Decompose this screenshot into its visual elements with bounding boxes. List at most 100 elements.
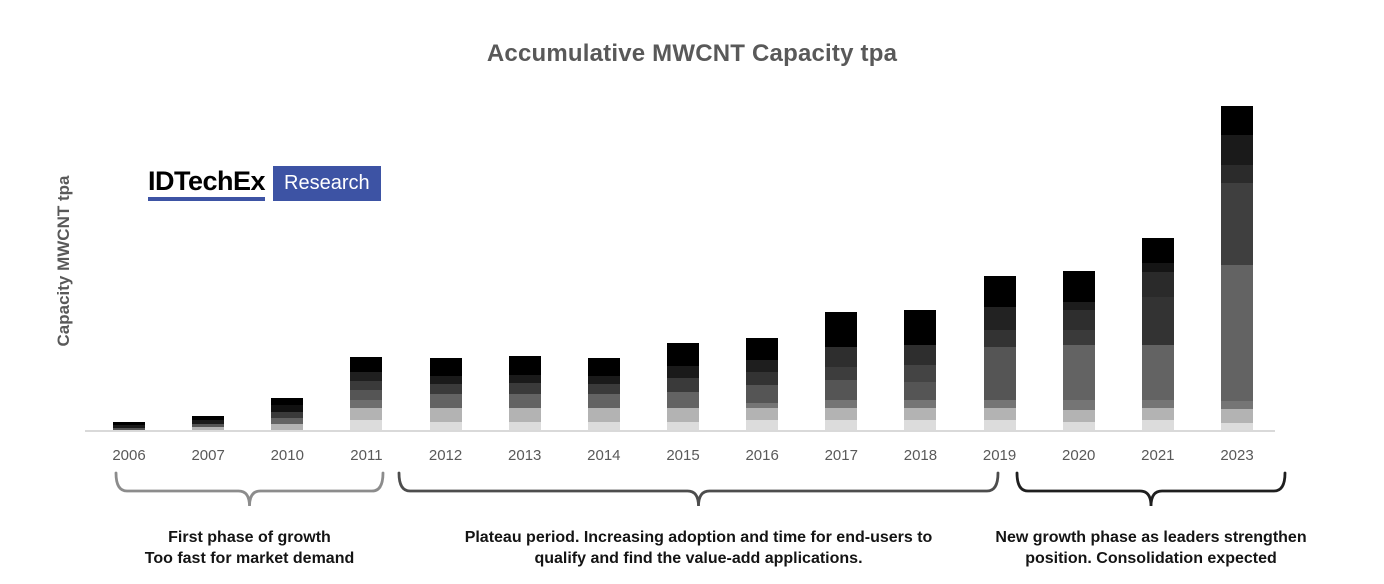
phase-annotation-line1: Plateau period. Increasing adoption and …: [464, 529, 933, 546]
bar-segment: [587, 358, 620, 376]
bar-segment: [350, 408, 383, 420]
bar-segment: [1062, 310, 1095, 330]
bar-segment: [429, 376, 462, 384]
bar-segment: [113, 428, 145, 430]
x-axis-line: [85, 430, 1275, 432]
x-axis-label-2015: 2015: [666, 447, 700, 464]
bar-segment: [429, 394, 462, 408]
bar-segment: [350, 390, 383, 400]
bar-segment: [904, 365, 937, 382]
idtechex-logo: IDTechEx Research: [148, 166, 381, 201]
bar-segment: [983, 276, 1016, 307]
bar-segment: [904, 408, 937, 420]
bar-segment: [587, 384, 620, 394]
x-axis-label-2012: 2012: [428, 447, 463, 464]
bar-segment: [271, 405, 304, 412]
logo-research-badge: Research: [273, 166, 381, 201]
bar-segment: [667, 378, 699, 392]
bar-segment: [1221, 409, 1253, 423]
x-axis-label-2023: 2023: [1220, 447, 1254, 464]
phase-annotation-line2: position. Consolidation expected: [1025, 550, 1277, 567]
bar-segment: [1062, 422, 1095, 432]
bar-segment: [983, 400, 1016, 408]
bar-segment: [825, 312, 858, 347]
bar-2012: [429, 358, 462, 432]
bar-segment: [983, 408, 1016, 420]
bar-segment: [587, 408, 620, 422]
bar-segment: [746, 385, 779, 403]
bar-segment: [508, 394, 541, 408]
bar-segment: [904, 420, 937, 432]
bar-segment: [1141, 297, 1174, 345]
phase-annotation-line2: Too fast for market demand: [144, 550, 355, 567]
logo-brand-text: IDTechEx: [148, 166, 266, 201]
x-axis-label-2014: 2014: [587, 447, 621, 464]
x-axis-label-2010: 2010: [270, 447, 304, 464]
phase-brace-1: [114, 471, 385, 507]
bar-segment: [1062, 345, 1095, 400]
bar-2015: [667, 343, 699, 432]
bar-segment: [746, 408, 779, 420]
bar-segment: [192, 420, 225, 424]
bar-2016: [746, 338, 779, 432]
bar-segment: [983, 347, 1016, 400]
bar-segment: [508, 408, 541, 422]
bar-segment: [113, 422, 145, 425]
x-axis-label-2013: 2013: [508, 447, 542, 464]
phase-annotation-3: New growth phase as leaders strengthen po…: [921, 527, 1381, 569]
bar-2010: [271, 398, 304, 432]
bar-segment: [667, 422, 699, 432]
bar-segment: [667, 343, 699, 366]
x-axis-label-2021: 2021: [1141, 447, 1175, 464]
bar-segment: [1141, 420, 1174, 432]
x-axis-label-2016: 2016: [745, 447, 779, 464]
bar-segment: [271, 418, 304, 424]
bar-2014: [587, 358, 620, 432]
x-axis-label-2019: 2019: [982, 447, 1017, 464]
bar-segment: [904, 400, 937, 408]
bar-segment: [587, 422, 620, 432]
bar-segment: [1221, 106, 1253, 135]
bar-2020: [1062, 271, 1095, 432]
bar-segment: [746, 360, 779, 372]
bar-2017: [825, 312, 858, 432]
bar-2021: [1141, 238, 1174, 432]
bar-segment: [1221, 401, 1253, 409]
bar-segment: [1221, 135, 1253, 165]
bar-segment: [587, 376, 620, 384]
x-axis-label-2006: 2006: [112, 447, 146, 464]
bar-segment: [904, 345, 937, 365]
bar-segment: [667, 392, 699, 408]
x-axis-label-2011: 2011: [350, 447, 383, 464]
phase-annotation-line1: First phase of growth: [168, 529, 331, 546]
bar-segment: [271, 398, 304, 405]
phase-annotation-1: First phase of growth Too fast for market…: [80, 527, 420, 569]
bar-segment: [508, 375, 541, 383]
bar-segment: [667, 366, 699, 378]
bar-segment: [746, 372, 779, 385]
chart-title: Accumulative MWCNT Capacity tpa: [486, 40, 898, 67]
bar-segment: [429, 422, 462, 432]
bar-segment: [983, 307, 1016, 330]
bar-2023: [1221, 106, 1253, 432]
bar-segment: [350, 381, 383, 390]
x-axis-label-2020: 2020: [1062, 447, 1096, 464]
bar-segment: [825, 367, 858, 380]
bar-segment: [1141, 263, 1174, 272]
phase-annotation-line2: qualify and find the value-add applicati…: [534, 550, 863, 567]
bar-segment: [113, 425, 145, 428]
bar-segment: [1141, 400, 1174, 408]
bar-segment: [825, 347, 858, 367]
bar-segment: [1141, 272, 1174, 297]
bar-2011: [350, 357, 383, 432]
phase-annotation-2: Plateau period. Increasing adoption and …: [419, 527, 979, 569]
bar-segment: [746, 420, 779, 432]
bar-segment: [587, 394, 620, 408]
bar-segment: [350, 372, 383, 381]
bar-2018: [904, 310, 937, 432]
bar-segment: [746, 338, 779, 360]
phase-annotation-line1: New growth phase as leaders strengthen: [995, 529, 1307, 546]
phase-brace-2: [397, 471, 1000, 507]
x-axis-label-2018: 2018: [903, 447, 938, 464]
